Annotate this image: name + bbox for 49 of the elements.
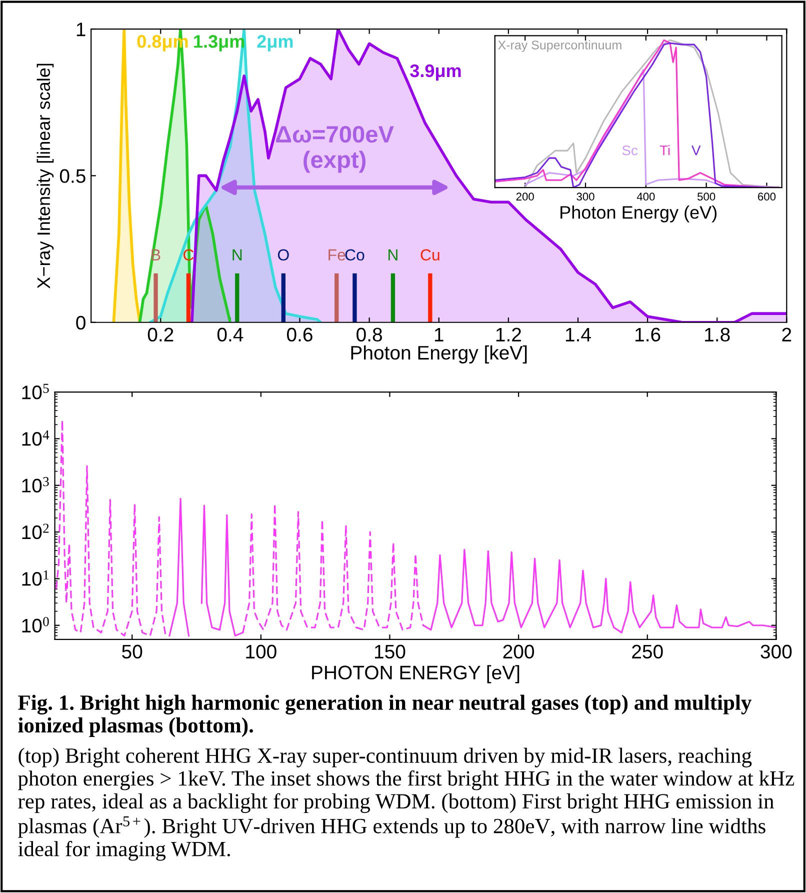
- x-tick-label: 600: [758, 192, 776, 201]
- y-tick-label: 10$^{5}$: [22, 384, 49, 400]
- ref-line-label: N: [388, 249, 398, 260]
- x-tick-label: 300: [760, 644, 792, 659]
- x-tick-label: 2: [782, 328, 792, 342]
- ref-line-label: Cu: [420, 249, 440, 261]
- series-label: 3.9μm: [410, 64, 461, 81]
- x-tick-label: 1.6: [636, 328, 660, 342]
- x-tick-label: 250: [632, 644, 663, 659]
- x-tick-label: 50: [122, 644, 142, 659]
- x-tick-label: 0.2: [148, 328, 174, 342]
- x-tick-label: 300: [576, 192, 594, 201]
- ref-line-label: N: [232, 249, 242, 260]
- x-tick-label: 0.8: [356, 328, 382, 342]
- ref-line-label: Fe: [328, 249, 346, 261]
- text: (top) Bright coherent HHG X-ray super-continuum driven by mid-IR lasers, reaching photon energies > 1keV. The inset shows the first bright HHG in the water window at kHz rep rates, ideal as a backlight for probing WDM. (bottom) First bright HHG emission in plasmas (Ar$^{5+}$). Bright UV-driven HHG extends up to 280eV, with narrow line widths ideal for imaging WDM.: [18, 748, 794, 861]
- y-tick-label: 10$^{4}$: [22, 430, 50, 446]
- x-tick-label: 1: [434, 328, 444, 342]
- x-tick-label: 1.8: [705, 328, 730, 342]
- y-axis-title: X−ray Intensity [linear scale]: [36, 64, 54, 288]
- x-tick-label: 150: [374, 644, 406, 659]
- y-tick-label: 0.5: [60, 169, 86, 183]
- x-axis-title: Photon Energy (eV): [560, 206, 717, 222]
- x-tick-label: 200: [516, 192, 534, 201]
- x-tick-label: 0.6: [286, 328, 312, 342]
- x-tick-label: 400: [636, 192, 655, 201]
- x-axis-title: PHOTON ENERGY [eV]: [312, 665, 520, 684]
- x-tick-label: 1.4: [566, 328, 591, 342]
- y-tick-label: 1: [76, 22, 86, 36]
- y-tick-label: 10$^{0}$: [22, 617, 49, 633]
- y-tick-label: 10$^{1}$: [22, 570, 49, 586]
- y-tick-label: 10$^{2}$: [22, 524, 49, 540]
- x-tick-label: 200: [503, 644, 534, 659]
- annotation: Δω=700eV (expt): [276, 126, 394, 173]
- x-tick-label: 500: [697, 192, 716, 201]
- x-axis-title: Photon Energy [keV]: [351, 345, 527, 364]
- chart-title: X-ray Supercontinuum: [498, 40, 622, 52]
- ref-line-label: O: [278, 249, 289, 261]
- y-tick-label: 10$^{3}$: [22, 477, 49, 492]
- series-label: Sc: [622, 145, 638, 156]
- x-tick-label: 0.4: [217, 328, 244, 342]
- y-tick-label: 0: [76, 316, 86, 330]
- ref-line-label: Co: [345, 249, 364, 261]
- series-label: 2μm: [257, 35, 293, 52]
- x-tick-label: 1.2: [496, 328, 521, 342]
- caption: Fig. 1. Bright high harmonic generation in near neutral gases (top) and multiply ionized plasmas (bottom).: [18, 694, 752, 737]
- series-label: V: [692, 146, 701, 156]
- series-label: Ti: [660, 145, 670, 156]
- x-tick-label: 100: [246, 644, 276, 659]
